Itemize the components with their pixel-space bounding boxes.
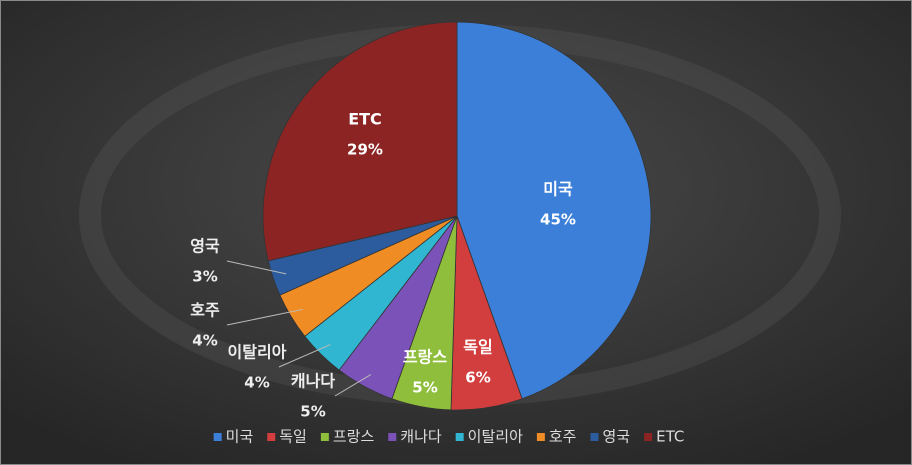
data-label-name: 이탈리아 [228,343,287,362]
legend-label: 캐나다 [400,428,442,446]
legend-label: 호주 [549,428,577,446]
data-label-name: 캐나다 [291,372,335,391]
legend-label: 독일 [279,428,307,446]
legend-label: 프랑스 [333,428,375,446]
data-label-value: 45% [540,211,576,229]
data-label-value: 4% [244,374,269,392]
leader-line [278,344,331,368]
pie [262,21,652,411]
data-label-name: ETC [348,110,382,129]
data-label-value: 29% [347,141,383,159]
legend-swatch [320,433,329,441]
pie-slice [262,21,458,262]
legend-swatch [644,433,653,441]
legend-swatch [455,433,464,441]
data-label-value: 3% [192,268,217,286]
legend-swatch [536,433,545,441]
legend-label: 이탈리아 [468,428,523,446]
legend-swatch [590,433,599,441]
data-label-name: 프랑스 [403,348,447,367]
legend-label: 영국 [602,428,630,446]
data-label-value: 4% [192,332,217,350]
legend-swatch [213,433,222,441]
data-label-name: 호주 [190,301,220,320]
data-label-name: 독일 [463,338,492,357]
data-labels: 미국 45% 독일 6% 프랑스 5% 캐나다 5% 이탈리아 4% 호주 4% 영국 3% ETC 29% [190,110,576,421]
legend-label: 미국 [226,428,254,446]
legend-swatch [267,433,276,441]
legend-label: ETC [656,428,684,446]
leader-line [226,308,303,326]
data-label-value: 5% [412,379,437,397]
leader-line [334,374,372,397]
legend-swatch [388,433,397,441]
data-label-name: 영국 [190,237,220,256]
legend: 미국 독일 프랑스 캐나다 이탈리아 호주 영국 ETC [213,428,684,446]
data-label-name: 미국 [543,180,573,199]
leader-line [226,260,287,275]
data-label-value: 6% [465,369,490,387]
data-label-value: 5% [300,403,325,421]
pie-slice [456,21,652,400]
